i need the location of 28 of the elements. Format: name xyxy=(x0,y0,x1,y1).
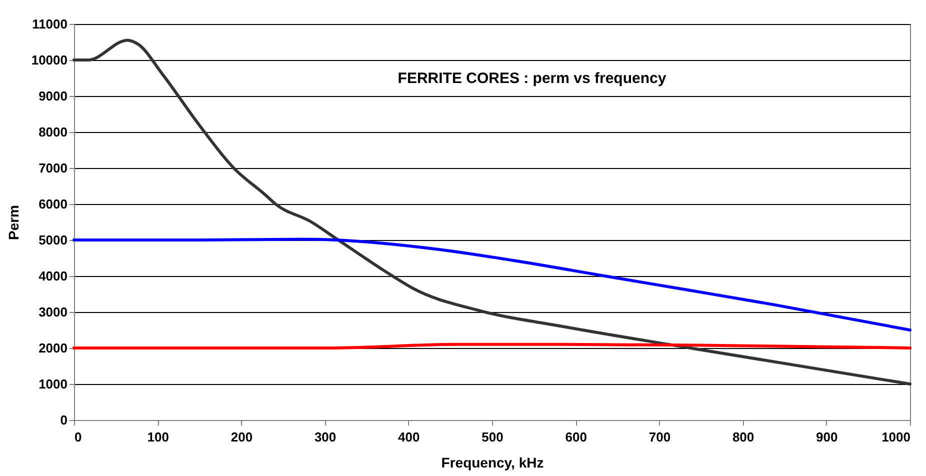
x-tick-label: 700 xyxy=(648,430,671,444)
x-tick-label: 0 xyxy=(74,430,82,444)
x-tick-label: 500 xyxy=(482,430,504,444)
y-tick-label: 3000 xyxy=(38,304,68,320)
x-tick-label: 600 xyxy=(565,430,587,444)
y-tick-label: 11000 xyxy=(32,16,68,32)
x-tick-label: 900 xyxy=(816,430,838,444)
y-tick-label: 2000 xyxy=(38,340,68,356)
y-tick-label: 8000 xyxy=(38,124,68,140)
y-tick-label: 1000 xyxy=(38,376,68,392)
text: FERRITE CORES : perm vs frequency xyxy=(398,70,667,87)
y-tick-label: 6000 xyxy=(38,196,68,212)
x-tick-label: 200 xyxy=(230,430,253,444)
x-tick-label: 100 xyxy=(147,430,169,444)
x-tick-label: 300 xyxy=(314,430,336,444)
y-tick-label: 9000 xyxy=(38,88,68,104)
x-tick-label: 1000 xyxy=(882,430,910,444)
y-tick-label: 4000 xyxy=(38,268,68,284)
line-series xyxy=(72,238,912,332)
line-series xyxy=(72,38,912,386)
x-axis-title: Frequency, kHz xyxy=(441,454,544,470)
y-tick-label: 10000 xyxy=(31,52,68,68)
x-tick-label: 400 xyxy=(398,430,420,444)
y-axis-title: Perm xyxy=(5,204,22,240)
y-tick-label: 7000 xyxy=(38,160,68,176)
x-tick-label: 800 xyxy=(732,430,754,444)
y-tick-label: 0 xyxy=(60,412,68,428)
y-tick-label: 5000 xyxy=(38,232,68,248)
